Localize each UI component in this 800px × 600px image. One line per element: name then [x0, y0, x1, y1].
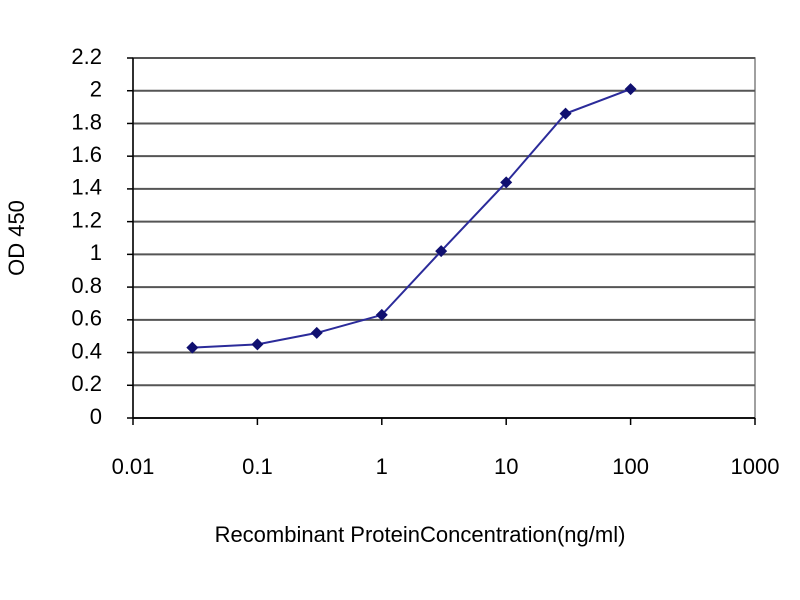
- y-tick-label: 0.8: [71, 273, 102, 298]
- data-point: [500, 176, 513, 189]
- x-tick-label: 1000: [731, 454, 780, 479]
- data-point: [310, 326, 323, 339]
- y-axis-label: OD 450: [4, 200, 29, 276]
- data-point: [251, 338, 264, 351]
- y-tick-label: 2.2: [71, 44, 102, 69]
- x-tick-label: 0.1: [242, 454, 273, 479]
- y-tick-label: 1.8: [71, 109, 102, 134]
- data-point: [435, 245, 448, 258]
- x-tick-label: 0.01: [112, 454, 155, 479]
- y-tick-label: 0.6: [71, 306, 102, 331]
- data-point: [559, 107, 572, 120]
- y-tick-label: 0: [90, 404, 102, 429]
- x-tick-label: 100: [612, 454, 649, 479]
- data-line: [192, 88, 631, 349]
- data-point: [624, 83, 637, 96]
- x-tick-label: 10: [494, 454, 518, 479]
- y-tick-label: 1.6: [71, 142, 102, 167]
- y-tick-label: 1.2: [71, 207, 102, 232]
- plot-area: [132, 57, 756, 419]
- y-tick-label: 0.2: [71, 371, 102, 396]
- x-tick-label: 1: [376, 454, 388, 479]
- x-axis-label: Recombinant ProteinConcentration(ng/ml): [215, 522, 626, 547]
- y-tick-label: 2: [90, 77, 102, 102]
- y-tick-label: 1: [90, 240, 102, 265]
- y-tick-label: 0.4: [71, 338, 102, 363]
- y-tick-label: 1.4: [71, 175, 102, 200]
- data-point: [186, 341, 199, 354]
- data-point: [375, 308, 388, 321]
